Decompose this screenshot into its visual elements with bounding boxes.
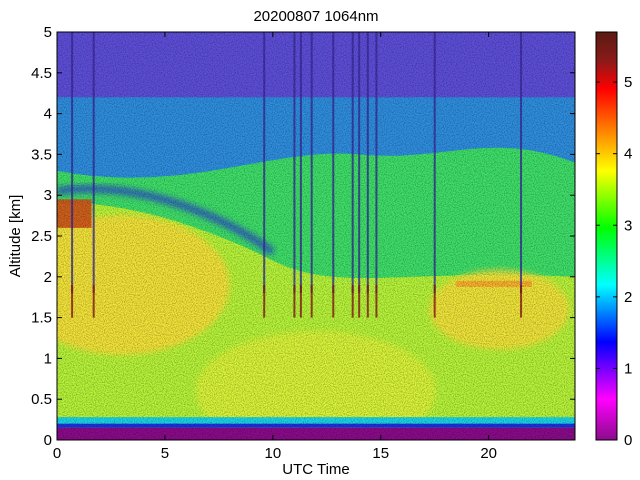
y-tick-label: 2 — [44, 269, 52, 286]
colorbar-ticks: 0 1 2 3 4 5 — [596, 74, 632, 449]
y-tick-label: 3.5 — [31, 146, 52, 163]
chart-title: 20200807 1064nm — [253, 8, 378, 25]
plot-area — [57, 32, 575, 440]
y-tick-label: 2.5 — [31, 228, 52, 245]
y-tick-label: 4 — [44, 106, 52, 123]
colorbar-tick-label: 0 — [624, 432, 632, 449]
y-tick-label: 4.5 — [31, 65, 52, 82]
colorbar-tick-label: 4 — [624, 146, 632, 163]
x-tick-label: 10 — [264, 445, 281, 462]
x-axis: 0 5 10 15 20 — [53, 32, 497, 462]
noise-texture — [57, 32, 575, 440]
x-tick-label: 20 — [480, 445, 497, 462]
y-axis-label: Altitude [km] — [7, 195, 24, 278]
y-tick-label: 1.5 — [31, 310, 52, 327]
colorbar: 0 1 2 3 4 5 — [595, 31, 632, 449]
x-tick-label: 5 — [161, 445, 169, 462]
y-tick-label: 3 — [44, 187, 52, 204]
y-tick-label: 0.5 — [31, 391, 52, 408]
y-tick-label: 0 — [44, 432, 52, 449]
y-tick-label: 5 — [44, 24, 52, 41]
x-tick-label: 15 — [372, 445, 389, 462]
y-axis: 0 0.5 1 1.5 2 2.5 3 3.5 4 4.5 5 — [31, 24, 575, 449]
x-tick-label: 0 — [53, 445, 61, 462]
colorbar-tick-label: 3 — [624, 217, 632, 234]
colorbar-tick-label: 5 — [624, 74, 632, 91]
colorbar-ramp — [595, 31, 618, 441]
x-axis-label: UTC Time — [282, 461, 350, 478]
y-tick-label: 1 — [44, 350, 52, 367]
colorbar-tick-label: 1 — [624, 360, 632, 377]
colorbar-tick-label: 2 — [624, 289, 632, 306]
